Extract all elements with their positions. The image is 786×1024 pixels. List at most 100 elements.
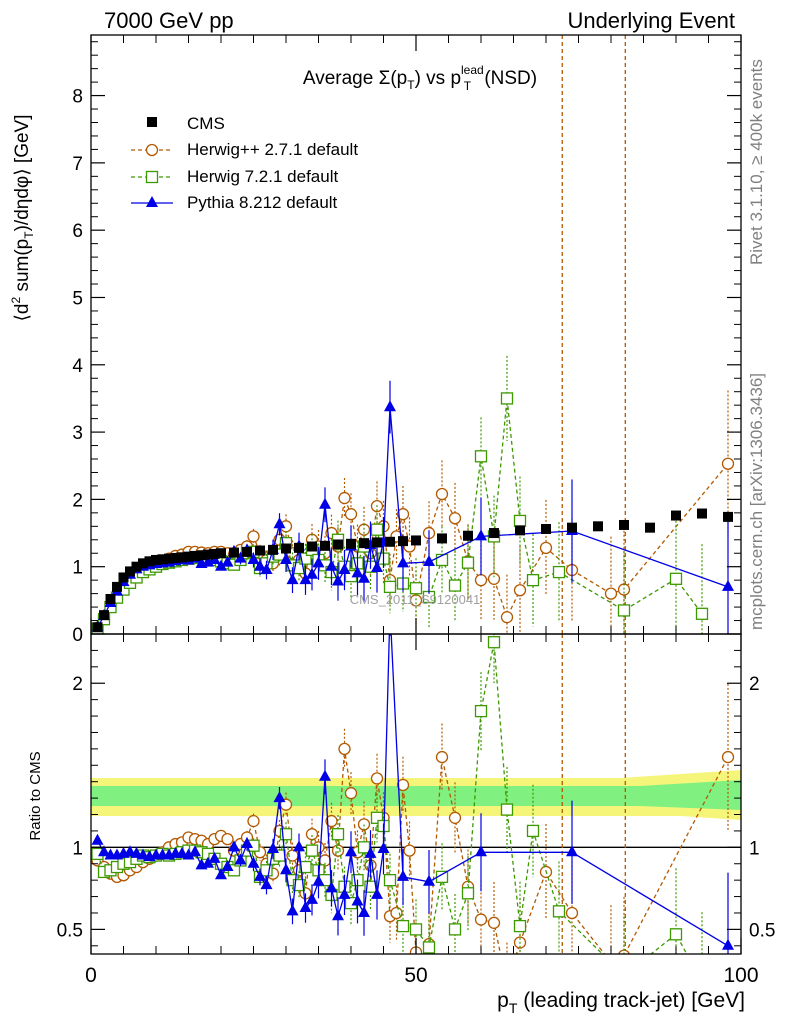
herwig7-point xyxy=(669,572,683,585)
cms-point xyxy=(190,550,200,561)
ratio-y-tick-label: 0.5 xyxy=(57,920,83,941)
pythia-point xyxy=(202,856,214,868)
pythia-point xyxy=(299,901,312,913)
herwigpp-point xyxy=(247,530,260,543)
pythia-point xyxy=(221,555,234,567)
herwigpp-point xyxy=(435,750,449,764)
pythia-point xyxy=(358,905,370,917)
herwig7-point xyxy=(552,905,566,918)
cms-point xyxy=(99,610,109,621)
pythia-point xyxy=(364,846,377,858)
pythia-point xyxy=(351,566,364,578)
pythia-point xyxy=(312,556,325,568)
pythia-point xyxy=(215,868,227,880)
pythia-point xyxy=(358,571,370,583)
cms-point xyxy=(619,519,629,530)
herwig7-point xyxy=(513,514,527,528)
cms-point xyxy=(697,508,707,519)
cms-point xyxy=(411,535,421,546)
herwigpp-point xyxy=(565,906,579,920)
title-sub-t: T xyxy=(407,78,415,92)
ratio-y-tick-label: 1 xyxy=(72,838,83,859)
cms-point xyxy=(183,551,194,562)
xlabel-sub: T xyxy=(509,1000,518,1016)
xlabel-rest: (leading track-jet) [GeV] xyxy=(517,989,745,1012)
herwig7-point xyxy=(526,574,540,587)
herwigpp-point xyxy=(721,750,735,764)
cms-point xyxy=(157,554,168,565)
pythia-point xyxy=(332,574,344,586)
herwigpp-point xyxy=(500,611,514,624)
herwigpp-point xyxy=(325,814,338,828)
title-sigma: Σ(p xyxy=(379,68,408,89)
ylabel-c: )/dηdφ⟩ [GeV] xyxy=(12,115,33,232)
herwig7-point xyxy=(448,579,462,592)
cms-point xyxy=(131,561,142,572)
pythia-point xyxy=(377,841,390,853)
herwigpp-point xyxy=(370,772,384,785)
mcplots-label: mcplots.cern.ch [arXiv:1306.3436] xyxy=(747,373,766,630)
herwigpp-point xyxy=(247,814,260,828)
herwigpp-point xyxy=(357,818,371,831)
herwigpp-point xyxy=(448,512,462,525)
herwigpp-point xyxy=(604,587,618,600)
herwig7-point xyxy=(695,607,709,620)
herwig7-point xyxy=(279,828,293,841)
pythia-point xyxy=(338,563,351,575)
herwigpp-point xyxy=(474,574,488,587)
pythia-point xyxy=(293,840,305,852)
herwig7-point xyxy=(448,923,462,936)
x-tick-label: 50 xyxy=(404,964,427,987)
main-y-tick-label: 3 xyxy=(72,423,83,444)
pythia-point xyxy=(371,887,383,899)
pythia-point xyxy=(423,554,435,566)
ratio-y-tick-label: 2 xyxy=(72,674,83,695)
cms-point xyxy=(216,548,226,559)
pythia-point xyxy=(306,892,318,904)
cms-point xyxy=(541,524,551,535)
herwigpp-point xyxy=(221,832,234,846)
pythia-point xyxy=(475,529,487,541)
herwig7-point xyxy=(487,636,501,649)
pythia-point xyxy=(299,573,312,585)
legend-label-herwig7: Herwig 7.2.1 default xyxy=(187,167,338,186)
pythia-point xyxy=(182,848,195,860)
pythia-point xyxy=(722,579,734,591)
cms-point xyxy=(723,511,733,522)
herwigpp-point xyxy=(331,844,345,857)
cms-point xyxy=(255,545,265,556)
pythia-point xyxy=(722,938,734,950)
cms-point xyxy=(268,544,278,555)
herwigpp-point xyxy=(344,787,358,800)
cms-point xyxy=(177,552,187,563)
cms-point xyxy=(645,522,655,533)
herwig7-point xyxy=(435,553,449,567)
cms-point xyxy=(359,538,369,549)
cms-point xyxy=(125,566,135,577)
cms-point xyxy=(372,537,382,548)
pythia-point xyxy=(241,837,253,849)
pythia-point xyxy=(384,400,396,412)
main-y-tick-label: 1 xyxy=(72,558,83,579)
pythia-point xyxy=(397,556,409,568)
herwig7-point xyxy=(383,580,397,594)
herwigpp-point xyxy=(448,811,462,824)
pythia-point xyxy=(325,881,338,893)
cms-point xyxy=(242,546,252,557)
cms-point xyxy=(567,522,577,533)
ratio-y-tick-label-right: 1 xyxy=(749,838,760,859)
pythia-point xyxy=(306,567,318,579)
cms-point xyxy=(294,542,304,553)
pythia-point xyxy=(189,845,201,857)
herwigpp-point xyxy=(474,913,488,926)
main-y-tick-label: 0 xyxy=(72,625,83,646)
pythia-point xyxy=(319,497,331,509)
main-y-tick-label: 2 xyxy=(72,490,83,511)
cms-point xyxy=(144,556,155,567)
x-tick-label: 0 xyxy=(85,964,97,987)
cms-point xyxy=(170,552,181,563)
herwigpp-point xyxy=(344,508,358,521)
header-left: 7000 GeV pp xyxy=(104,8,234,33)
pythia-point xyxy=(475,845,487,857)
